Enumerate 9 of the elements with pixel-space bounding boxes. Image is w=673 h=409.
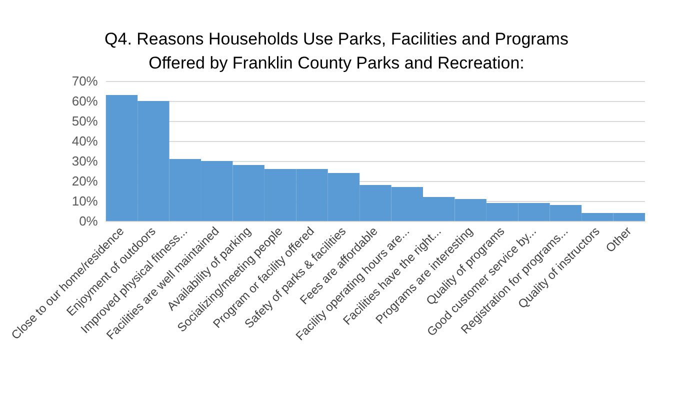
y-tick-label: 10% bbox=[72, 194, 98, 208]
y-tick-label: 40% bbox=[72, 134, 98, 148]
chart-title: Q4. Reasons Households Use Parks, Facilities and Programs Offered by Franklin County Parks and Recreation: bbox=[104, 30, 568, 72]
y-tick-label: 30% bbox=[72, 154, 98, 168]
y-tick-label: 20% bbox=[72, 174, 98, 188]
y-tick-label: 0% bbox=[79, 214, 98, 228]
y-tick-label: 50% bbox=[72, 114, 98, 128]
y-tick-label: 70% bbox=[72, 74, 98, 88]
y-tick-label: 60% bbox=[72, 94, 98, 108]
